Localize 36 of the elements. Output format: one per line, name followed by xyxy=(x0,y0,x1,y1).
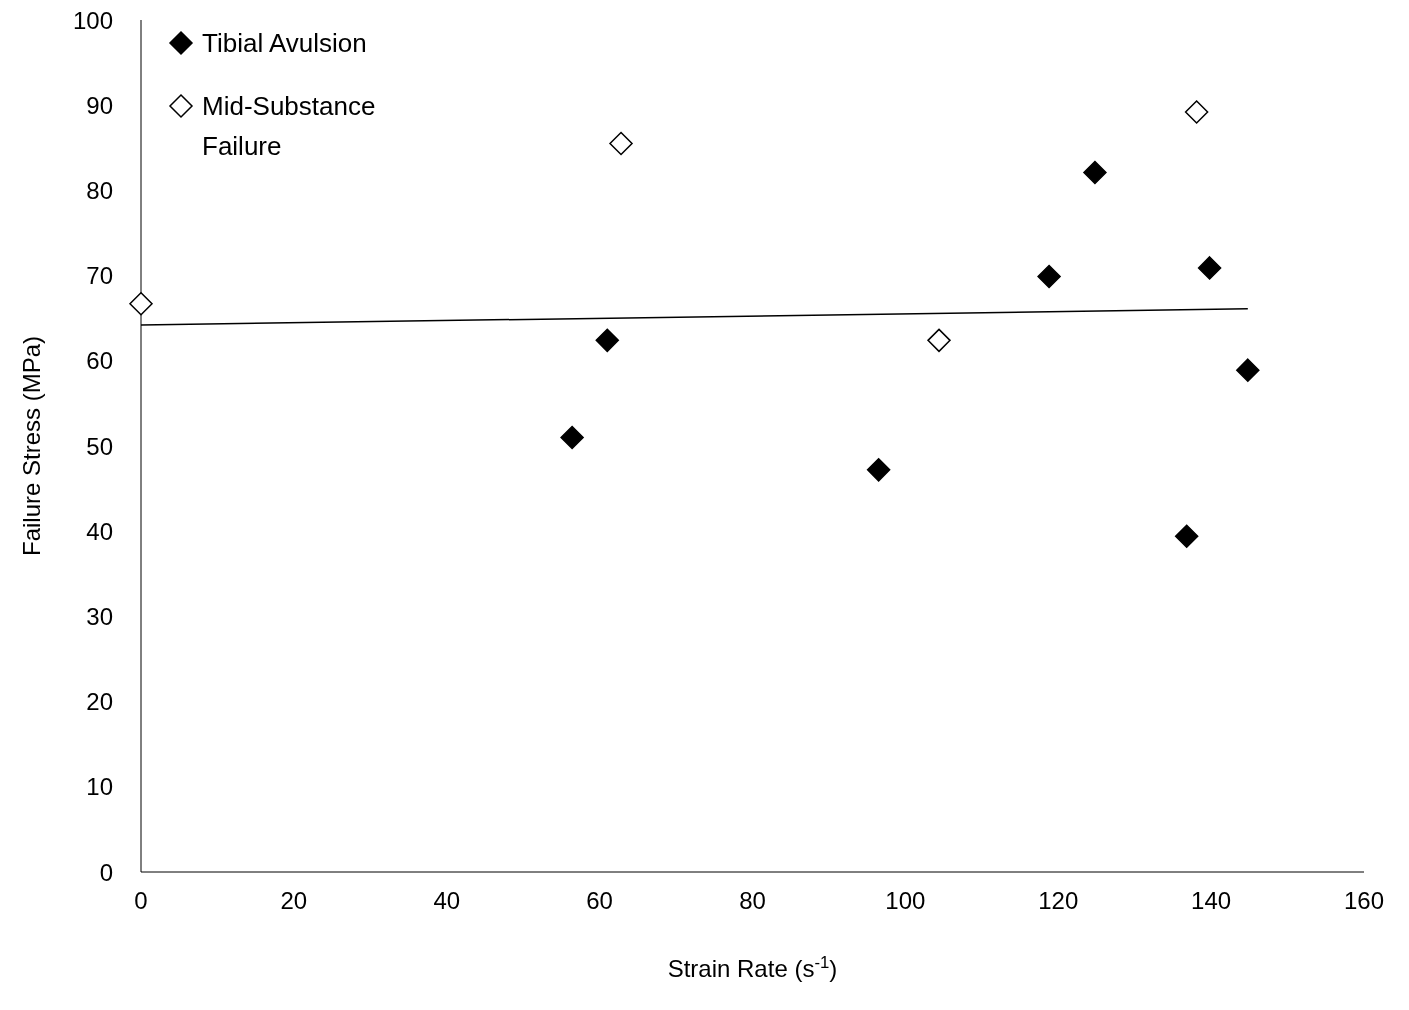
y-tick-label: 90 xyxy=(86,91,113,119)
y-axis-title: Failure Stress (MPa) xyxy=(18,335,46,557)
y-tick-label: 60 xyxy=(86,347,113,375)
point xyxy=(866,458,891,482)
y-tick-label: 80 xyxy=(86,176,113,204)
point xyxy=(560,425,584,450)
y-tick-label: 10 xyxy=(86,773,113,801)
point xyxy=(1197,256,1222,280)
x-tick-label: 100 xyxy=(885,887,926,915)
legend-label: Mid-Substance Failure xyxy=(202,90,377,163)
point xyxy=(927,328,951,353)
x-tick-label: 0 xyxy=(134,887,148,915)
x-tick-label: 80 xyxy=(739,887,766,915)
y-tick-label: 30 xyxy=(86,602,113,630)
legend-label: Tibial Avulsion xyxy=(202,27,368,60)
x-tick-label: 60 xyxy=(586,887,613,915)
x-axis-title: Strain Rate (s$^{-1}$) xyxy=(667,952,838,982)
y-tick-label: 40 xyxy=(86,517,113,545)
point xyxy=(1083,160,1107,185)
point xyxy=(609,131,633,156)
y-tick-label: 20 xyxy=(86,688,113,716)
x-tick-label: 120 xyxy=(1038,887,1079,915)
x-tick-label: 20 xyxy=(280,887,308,915)
point xyxy=(595,328,620,353)
point xyxy=(1236,358,1260,382)
x-tick-label: 140 xyxy=(1191,887,1232,915)
y-tick-label: 50 xyxy=(86,432,113,460)
y-tick-label: 0 xyxy=(99,858,113,886)
point xyxy=(1174,524,1199,549)
y-tick-label: 100 xyxy=(72,6,113,34)
y-tick-label: 70 xyxy=(86,262,113,290)
x-tick-label: 160 xyxy=(1343,887,1385,915)
x-tick-label: 40 xyxy=(433,887,461,915)
point xyxy=(1184,100,1209,124)
point xyxy=(1037,264,1061,289)
point xyxy=(129,291,153,316)
